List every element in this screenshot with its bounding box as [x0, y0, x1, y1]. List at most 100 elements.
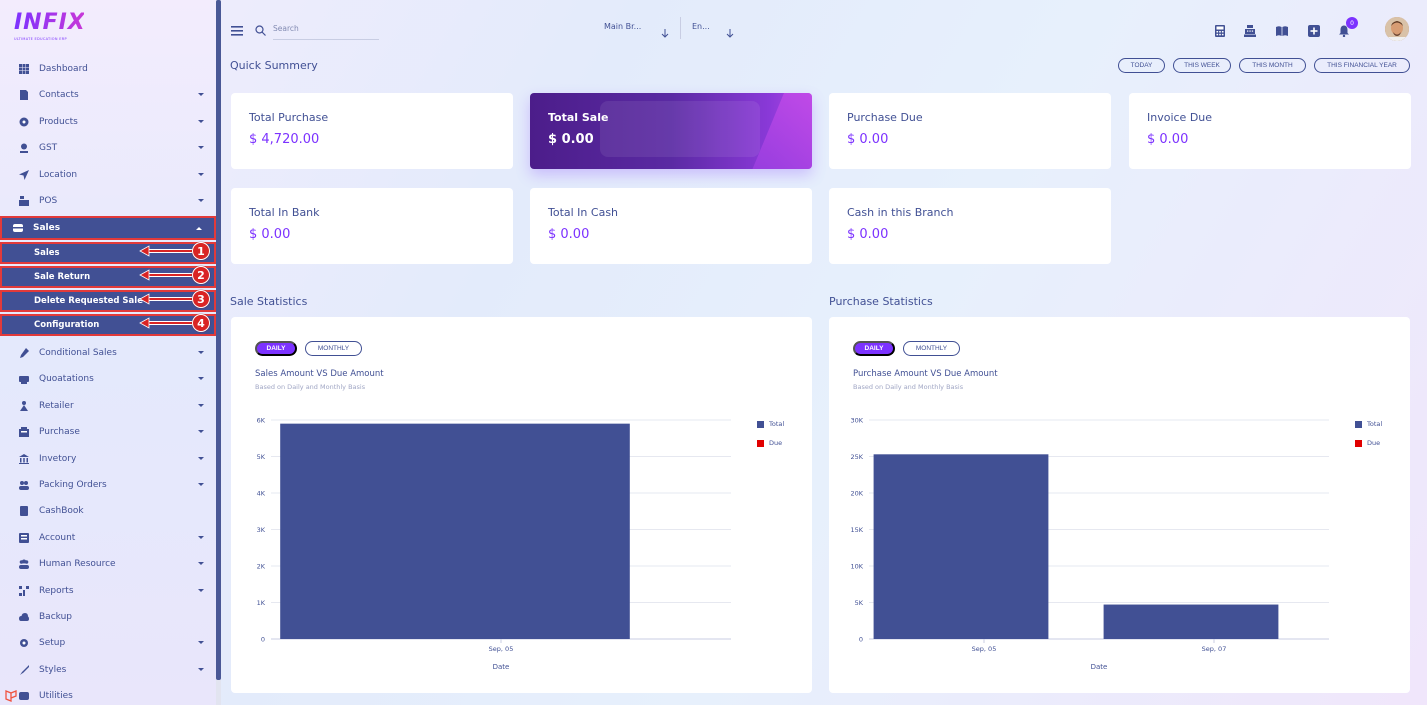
- stat-card-invoice-due[interactable]: Invoice Due $ 0.00: [1129, 93, 1411, 169]
- styles-icon: [18, 664, 30, 676]
- stat-label: Cash in this Branch: [847, 206, 954, 219]
- sales-submenu-configuration[interactable]: Configuration: [0, 314, 216, 336]
- submenu-label: Sale Return: [34, 272, 91, 282]
- chevron-down-icon: [198, 483, 204, 486]
- calculator-icon[interactable]: [1214, 22, 1226, 37]
- chevron-down-icon: [198, 146, 204, 150]
- sidebar-item-contacts[interactable]: Contacts: [0, 82, 216, 108]
- legend-swatch: [757, 439, 764, 447]
- stat-label: Total Purchase: [249, 111, 329, 124]
- location-icon: [18, 169, 30, 181]
- range-this-week-button[interactable]: THIS WEEK: [1173, 58, 1231, 73]
- sidebar-item-conditional-sales[interactable]: Conditional Sales: [0, 340, 216, 366]
- laravel-icon: [4, 688, 18, 702]
- sidebar-item-purchase[interactable]: Purchase: [0, 419, 216, 445]
- chevron-down-icon: [198, 456, 204, 460]
- callout-number: 3: [192, 290, 210, 308]
- daily-toggle-button[interactable]: DAILY: [255, 341, 297, 356]
- bar-total[interactable]: [873, 454, 1049, 639]
- submenu-label: Delete Requested Sale: [34, 296, 143, 306]
- hamburger-menu-icon[interactable]: [231, 21, 243, 36]
- setup-icon: [18, 637, 30, 649]
- stat-card-total-sale[interactable]: Total Sale $ 0.00: [530, 93, 812, 169]
- sidebar-item-label: Backup: [39, 612, 72, 622]
- sidebar-item-label: Dashboard: [39, 64, 88, 74]
- monthly-toggle-button[interactable]: MONTHLY: [305, 341, 362, 356]
- sidebar-item-label: Setup: [39, 638, 66, 649]
- sidebar-item-invetory[interactable]: Invetory: [0, 446, 216, 472]
- callout-number: 4: [192, 314, 210, 332]
- book-icon[interactable]: [1276, 22, 1288, 36]
- sales-submenu-delete-requested-sale[interactable]: Delete Requested Sale: [0, 290, 216, 312]
- stat-card-cash-in-this-branch[interactable]: Cash in this Branch $ 0.00: [829, 188, 1111, 264]
- purchase-statistics-card: DAILY MONTHLY Purchase Amount VS Due Amo…: [829, 317, 1410, 693]
- sidebar-item-label: Sales: [33, 223, 61, 233]
- sale-statistics-title: Sale Statistics: [230, 295, 308, 308]
- search-input[interactable]: [273, 18, 379, 40]
- sidebar-item-utilities[interactable]: Utilities: [0, 683, 216, 705]
- sidebar-item-gst[interactable]: GST: [0, 135, 216, 161]
- arrow-down-icon[interactable]: [661, 23, 669, 38]
- sidebar-item-setup[interactable]: Setup: [0, 630, 216, 656]
- sidebar-item-human-resource[interactable]: Human Resource: [0, 551, 216, 577]
- bar-total[interactable]: [1103, 604, 1279, 639]
- avatar[interactable]: [1385, 17, 1409, 41]
- sales-submenu-sales[interactable]: Sales: [0, 242, 216, 264]
- language-select[interactable]: En...: [692, 22, 710, 31]
- sidebar-item-products[interactable]: Products: [0, 109, 216, 135]
- range-this-financial-year-button[interactable]: THIS FINANCIAL YEAR: [1314, 58, 1410, 73]
- y-tick-label: 6K: [257, 417, 266, 425]
- scrollbar-thumb[interactable]: [216, 0, 221, 680]
- sidebar-item-label: Purchase: [39, 427, 80, 438]
- quick-summary-title: Quick Summery: [230, 59, 318, 72]
- sidebar-item-label: POS: [39, 196, 58, 206]
- legend-total: Total: [1355, 420, 1382, 428]
- stat-card-total-purchase[interactable]: Total Purchase $ 4,720.00: [231, 93, 513, 169]
- sidebar-item-location[interactable]: Location: [0, 162, 216, 188]
- sidebar-item-backup[interactable]: Backup: [0, 604, 216, 630]
- sidebar-item-dashboard[interactable]: Dashboard: [0, 56, 216, 82]
- sidebar-item-quoatations[interactable]: Quoatations: [0, 366, 216, 392]
- sidebar-item-sales[interactable]: Sales: [0, 216, 216, 240]
- range-today-button[interactable]: TODAY: [1118, 58, 1165, 73]
- callout-number: 2: [192, 266, 210, 284]
- arrow-down-icon[interactable]: [726, 23, 734, 38]
- y-tick-label: 5K: [855, 599, 864, 607]
- stat-card-total-in-cash[interactable]: Total In Cash $ 0.00: [530, 188, 812, 264]
- range-this-month-button[interactable]: THIS MONTH: [1239, 58, 1306, 73]
- sidebar-item-cashbook[interactable]: CashBook: [0, 498, 216, 524]
- stat-value: $ 0.00: [249, 227, 291, 242]
- sidebar-item-pos[interactable]: POS: [0, 188, 216, 214]
- sidebar: INFIX ULTIMATE EDUCATION ERP Dashboard Co…: [0, 0, 216, 705]
- bar-total[interactable]: [280, 423, 630, 639]
- cash-register-icon[interactable]: [1244, 22, 1256, 37]
- sales-submenu-sale-return[interactable]: Sale Return: [0, 266, 216, 288]
- stat-card-total-in-bank[interactable]: Total In Bank $ 0.00: [231, 188, 513, 264]
- retailer-icon: [18, 400, 30, 412]
- sidebar-item-account[interactable]: Account: [0, 525, 216, 551]
- stat-card-purchase-due[interactable]: Purchase Due $ 0.00: [829, 93, 1111, 169]
- cashbook-icon: [18, 505, 30, 517]
- plus-square-icon[interactable]: [1308, 22, 1320, 37]
- stat-value: $ 0.00: [847, 132, 889, 147]
- daily-toggle-button[interactable]: DAILY: [853, 341, 895, 356]
- sale-statistics-card: DAILY MONTHLY Sales Amount VS Due Amount…: [231, 317, 812, 693]
- chevron-down-icon: [198, 430, 204, 434]
- annotation-callout: 4: [139, 313, 212, 333]
- monthly-toggle-button[interactable]: MONTHLY: [903, 341, 960, 356]
- sidebar-scrollbar[interactable]: [216, 0, 221, 705]
- sidebar-item-packing-orders[interactable]: Packing Orders: [0, 472, 216, 498]
- stat-value: $ 0.00: [548, 227, 590, 242]
- sidebar-item-label: Human Resource: [39, 559, 116, 570]
- pos-icon: [18, 195, 30, 207]
- annotation-callout: 3: [139, 289, 212, 309]
- branch-select[interactable]: Main Br...: [604, 22, 642, 31]
- sidebar-item-reports[interactable]: Reports: [0, 578, 216, 604]
- sidebar-item-label: Products: [39, 116, 78, 127]
- sidebar-item-retailer[interactable]: Retailer: [0, 393, 216, 419]
- sidebar-item-styles[interactable]: Styles: [0, 657, 216, 683]
- y-tick-label: 20K: [850, 490, 863, 498]
- bell-icon[interactable]: [1338, 22, 1350, 38]
- chevron-down-icon: [198, 377, 204, 381]
- brand-logo[interactable]: INFIX ULTIMATE EDUCATION ERP: [14, 12, 85, 44]
